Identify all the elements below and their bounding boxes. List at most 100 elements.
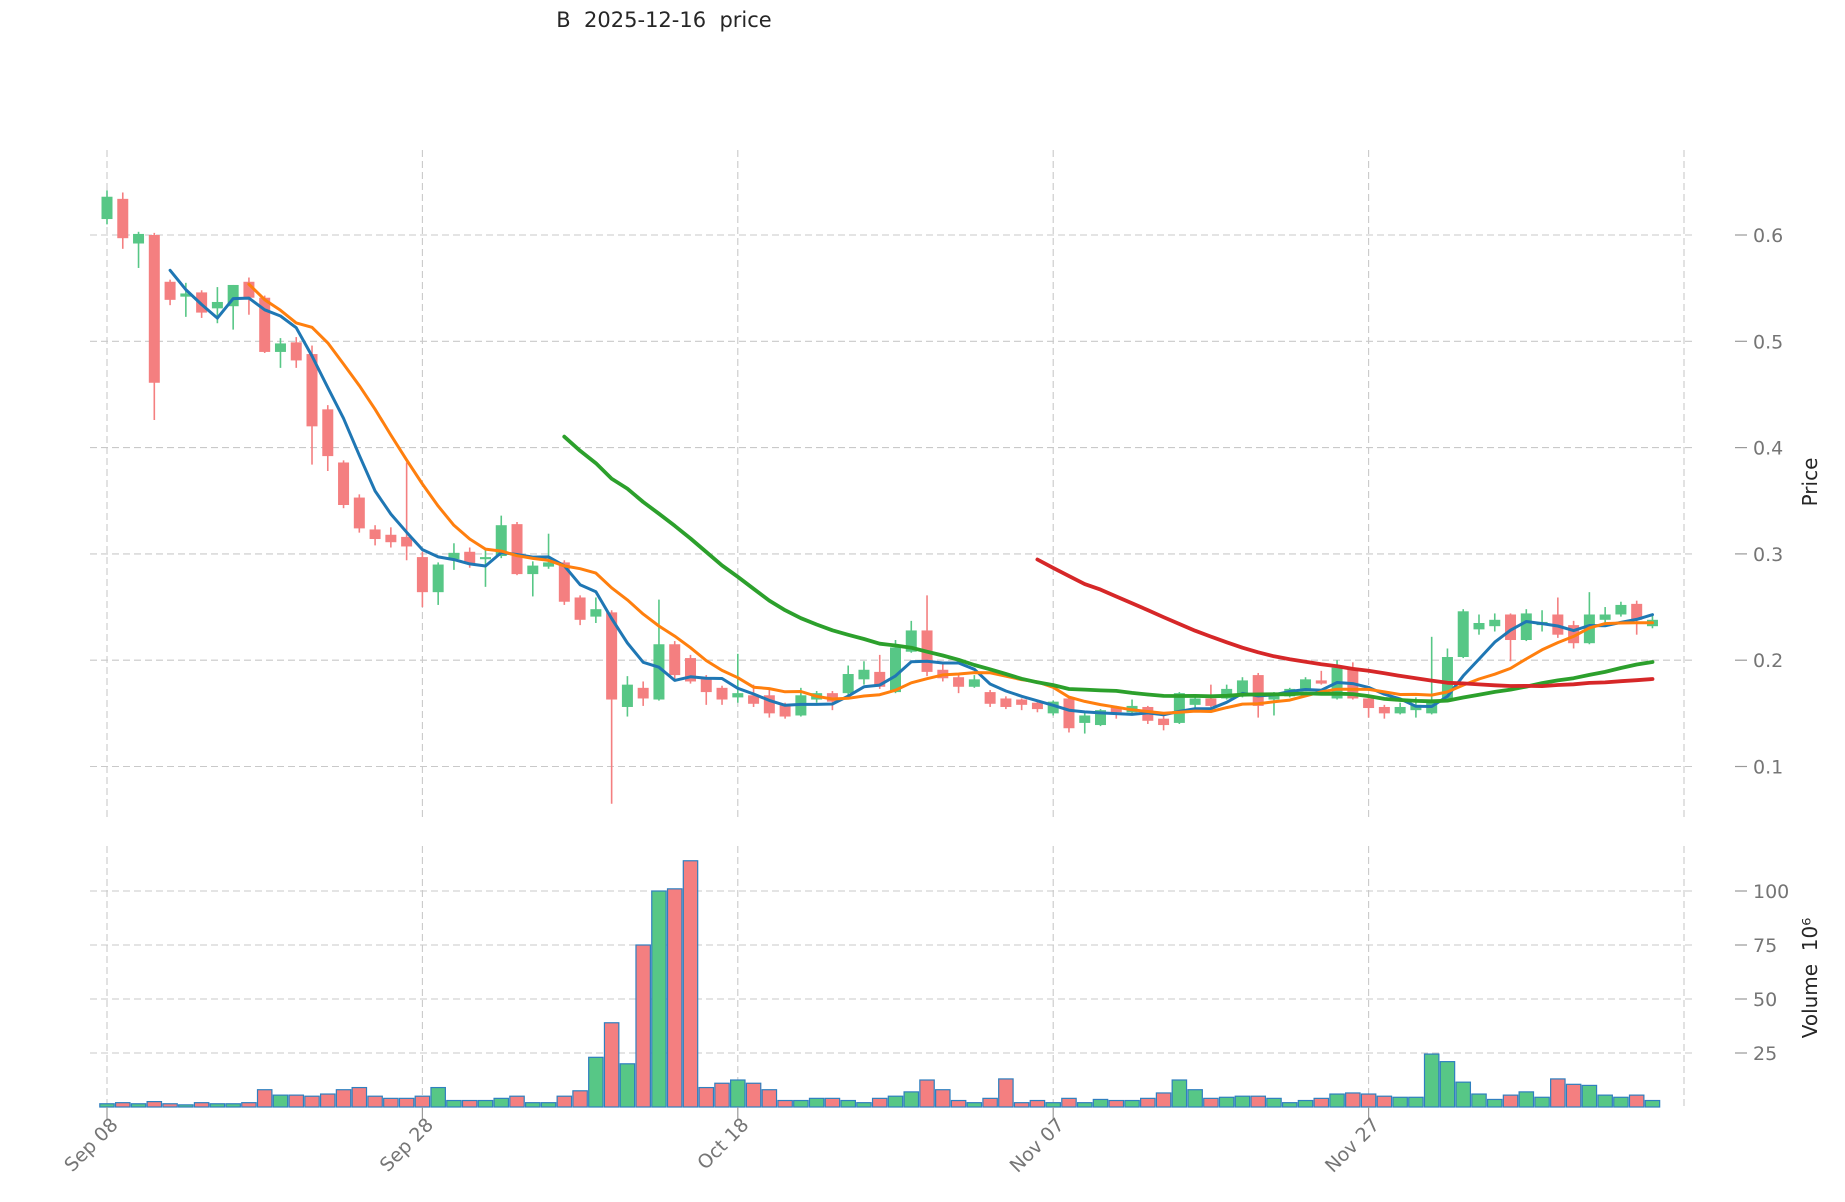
candle-body [1252,675,1264,706]
candle-body [1236,680,1248,697]
volume-bar [840,1099,856,1108]
volume-bars-group [99,860,1661,1108]
candle-body [479,557,491,560]
candle-body [1110,706,1122,713]
candle-body [401,536,413,547]
candle-body [826,693,838,702]
volume-bar [903,1091,920,1108]
volume-bar [446,1099,462,1108]
volume-bar [1408,1096,1424,1108]
volume-bar [414,1095,431,1108]
volume-bar [335,1089,352,1108]
volume-bar [1155,1092,1172,1108]
candle-body [385,534,397,543]
candle-body [1158,718,1170,726]
volume-bar [1581,1084,1598,1108]
moving-averages-group [168,268,1655,717]
volume-bar [1061,1097,1077,1108]
volume-bar [209,1103,226,1108]
volume-bar [1329,1093,1345,1108]
volume-bar [1423,1053,1440,1108]
candle-body [495,525,507,557]
price-tick-label: 0.6 [1753,225,1783,247]
volume-bar [1486,1098,1503,1108]
volume-bar [714,1082,730,1108]
volume-bar [950,1099,967,1108]
candle-body [1631,603,1643,620]
volume-bar [288,1094,305,1108]
candle-body [984,692,996,704]
candle-body [306,354,318,427]
candle-body [117,198,129,239]
candle-body [858,669,870,680]
volume-bar [982,1097,998,1108]
candle-body [574,597,586,620]
volume-bar [871,1097,888,1108]
volume-bar [319,1093,336,1108]
candle-body [1047,701,1059,714]
candle-body [511,524,523,575]
volume-bar [1376,1095,1393,1108]
candle-body [369,529,381,540]
candle-body [148,235,160,383]
volume-bar [745,1082,762,1108]
volume-bar [493,1097,510,1108]
candle-body [1489,619,1501,627]
volume-bar [272,1094,289,1108]
volume-bar [304,1095,320,1108]
volume-bar [1029,1099,1046,1108]
volume-bar [777,1099,793,1108]
volume-bar [1313,1097,1330,1108]
candle-body [621,684,633,707]
candle-body [1221,688,1233,699]
candle-body [338,462,350,506]
price-tick-label: 0.1 [1753,757,1783,779]
volume-bar [1439,1061,1456,1108]
candle-body [243,281,255,298]
volume-bar [651,890,667,1108]
candle-body [669,644,681,676]
volume-bar [178,1104,194,1108]
volume-bar [1092,1098,1109,1108]
candle-body [1000,698,1012,707]
volume-bar [824,1097,841,1108]
volume-bar [367,1095,383,1108]
candle-body [416,557,428,593]
volume-bar [556,1095,573,1108]
candles-group [101,190,1658,804]
volume-bar [1076,1102,1093,1108]
volume-bar [99,1103,115,1108]
candle-body [133,233,145,244]
ma-line-30 [562,434,1655,704]
gridlines [90,150,1692,1107]
volume-bar [398,1097,415,1108]
candle-body [779,704,791,717]
volume-tick-label: 25 [1753,1043,1777,1065]
candle-body [211,301,223,309]
candle-body [1173,693,1185,723]
price-tick-label: 0.3 [1753,544,1783,566]
volume-bar [572,1090,588,1108]
candle-body [1315,680,1327,684]
date-tick-label: Nov 27 [1321,1114,1384,1177]
volume-bar [540,1102,557,1108]
price-tick-label: 0.2 [1753,650,1783,672]
volume-bar [241,1102,257,1108]
volume-bar [1250,1095,1267,1108]
candle-body [637,687,649,699]
volume-bar [524,1102,541,1108]
volume-bar [635,944,651,1108]
candle-body [716,687,728,700]
candle-body [732,693,744,698]
volume-bar [603,1022,620,1108]
volume-axis-title: Volume 10⁶ [1798,917,1822,1039]
candle-body [590,609,602,617]
volume-bar [793,1099,809,1108]
candle-body [700,678,712,693]
candle-body [259,297,271,352]
volume-tick-label: 50 [1753,989,1777,1011]
ma-line-60 [1035,557,1655,688]
volume-bar [1187,1089,1203,1108]
candle-body [1615,604,1627,615]
